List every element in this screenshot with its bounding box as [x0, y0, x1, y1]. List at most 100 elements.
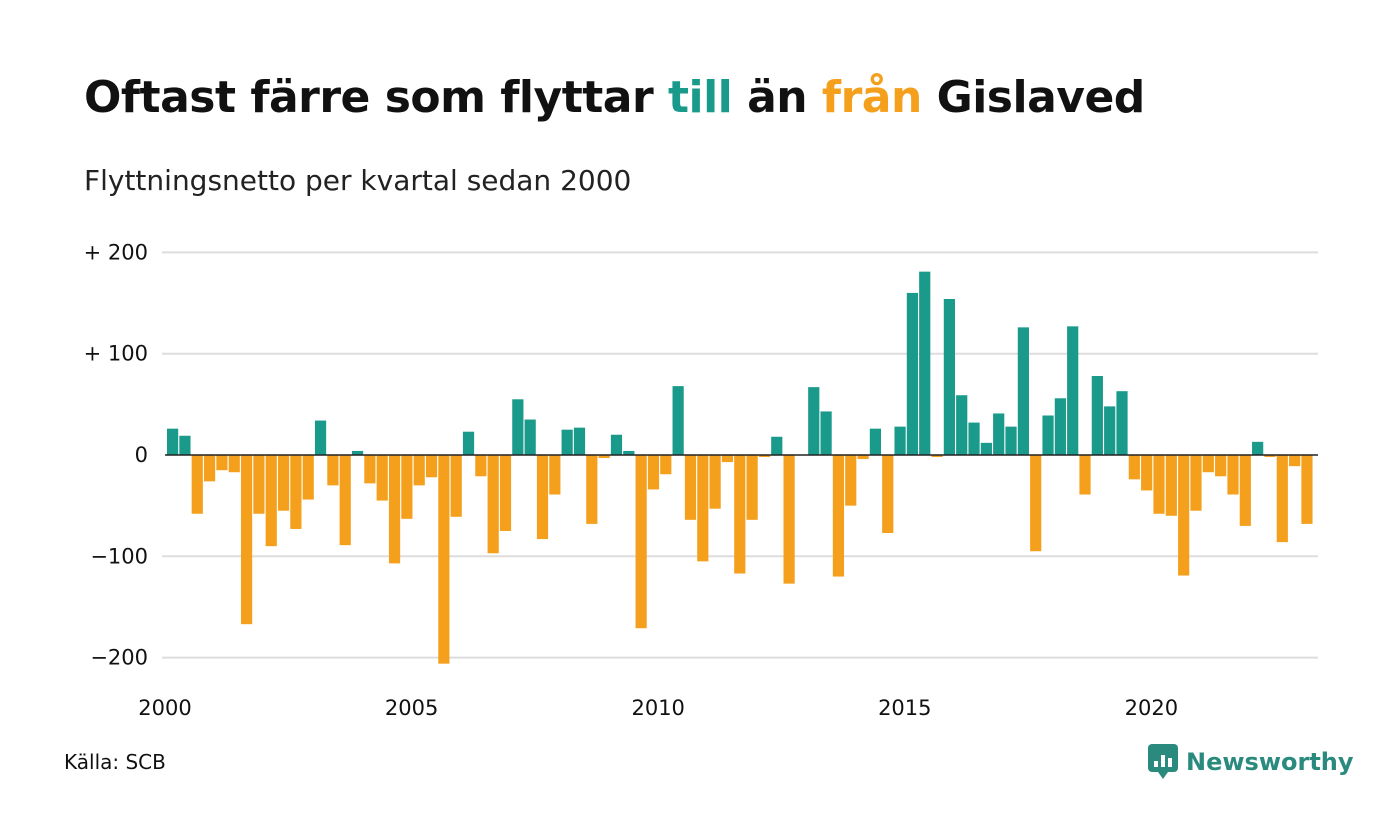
bar-2000-q4: [203, 455, 216, 482]
chart-subtitle: Flyttningsnetto per kvartal sedan 2000: [84, 164, 632, 197]
bar-2002-q3: [290, 455, 302, 529]
title-negative-word: från: [821, 72, 922, 123]
x-tick-label: 2020: [1125, 696, 1178, 720]
bar-2007-q4: [549, 455, 561, 495]
bar-2014-q4: [894, 426, 906, 455]
bar-2018-q2: [1067, 326, 1079, 455]
bar-2010-q2: [672, 386, 684, 455]
bar-2003-q4: [351, 450, 364, 455]
bar-2021-q3: [1227, 455, 1239, 495]
bar-2017-q2: [1017, 327, 1029, 455]
bar-2007-q1: [512, 399, 524, 455]
bar-2014-q2: [869, 428, 882, 455]
bar-2020-q2: [1165, 455, 1177, 516]
brand-logo: Newsworthy: [1148, 744, 1354, 780]
bar-2005-q2: [425, 455, 438, 478]
y-tick-label: −200: [90, 646, 148, 670]
bar-2004-q1: [364, 455, 376, 484]
bar-2011-q2: [721, 455, 734, 463]
x-tick-label: 2010: [631, 696, 684, 720]
bar-2000-q2: [179, 435, 191, 455]
bar-2017-q3: [1030, 455, 1042, 552]
bar-2009-q1: [610, 434, 623, 455]
bar-2017-q1: [1005, 426, 1017, 455]
bar-2001-q2: [228, 455, 240, 473]
bar-2018-q4: [1091, 375, 1103, 455]
title-part-2: än: [732, 72, 822, 123]
bar-2002-q4: [302, 455, 314, 500]
bar-2016-q2: [968, 422, 980, 455]
bar-2005-q3: [438, 455, 450, 664]
bar-2000-q3: [191, 455, 203, 514]
bar-2011-q1: [709, 455, 721, 509]
bar-2021-q4: [1239, 455, 1251, 526]
x-tick-label: 2015: [878, 696, 931, 720]
x-tick-label: 2000: [138, 696, 191, 720]
bar-2013-q2: [820, 411, 832, 455]
y-tick-label: −100: [90, 544, 148, 568]
bar-2007-q3: [536, 455, 549, 540]
bar-2015-q3: [931, 455, 943, 458]
bar-2020-q3: [1178, 455, 1190, 576]
chart-bubble-icon: [1148, 744, 1178, 779]
bar-2009-q4: [647, 455, 660, 490]
bar-2020-q4: [1190, 455, 1202, 511]
bar-2017-q4: [1042, 415, 1054, 455]
bar-2009-q3: [635, 455, 647, 629]
y-tick-label: + 200: [84, 240, 148, 264]
x-tick-label: 2005: [385, 696, 438, 720]
bar-2002-q1: [265, 455, 277, 547]
bar-2009-q2: [623, 450, 635, 455]
bar-2016-q1: [956, 395, 968, 455]
bar-2008-q1: [561, 429, 573, 455]
bar-2005-q4: [450, 455, 462, 517]
bar-2015-q1: [906, 292, 918, 455]
bar-2023-q1: [1301, 455, 1313, 524]
bar-2006-q3: [487, 455, 499, 554]
bar-2022-q3: [1276, 455, 1288, 543]
bar-2003-q3: [339, 455, 351, 546]
bar-2001-q4: [253, 455, 265, 514]
brand-name: Newsworthy: [1186, 748, 1354, 776]
bar-2014-q1: [857, 455, 869, 460]
bar-2008-q2: [573, 427, 586, 455]
bar-2010-q3: [684, 455, 697, 520]
bar-2020-q1: [1153, 455, 1165, 514]
bar-2004-q4: [401, 455, 413, 519]
title-part-1: Oftast färre som flyttar: [84, 72, 668, 123]
bar-2013-q3: [832, 455, 845, 577]
bar-2008-q3: [586, 455, 598, 524]
bar-2014-q3: [882, 455, 894, 534]
bar-2001-q1: [216, 455, 228, 471]
bar-2012-q2: [771, 436, 783, 455]
bar-2008-q4: [598, 455, 610, 459]
bar-2022-q2: [1264, 455, 1276, 458]
bar-2022-q1: [1252, 441, 1264, 455]
bar-2011-q3: [734, 455, 746, 574]
bar-2002-q2: [277, 455, 290, 511]
bar-2018-q1: [1054, 398, 1066, 455]
bar-2013-q1: [808, 387, 820, 455]
bar-2005-q1: [413, 455, 425, 486]
bar-2000-q1: [167, 428, 179, 455]
bar-2011-q4: [746, 455, 758, 520]
bar-2016-q3: [980, 442, 992, 455]
source-note: Källa: SCB: [64, 750, 166, 774]
bar-2006-q4: [499, 455, 512, 531]
bar-2006-q2: [475, 455, 487, 477]
bar-2012-q3: [783, 455, 795, 584]
bar-2001-q3: [240, 455, 253, 625]
bar-2015-q2: [919, 271, 931, 455]
bar-2019-q1: [1104, 406, 1116, 455]
bar-2012-q1: [758, 455, 771, 458]
bar-2019-q4: [1141, 455, 1153, 491]
bar-2019-q3: [1128, 455, 1140, 480]
bar-chart: + 200 + 100 0 −100 −200 2000 2005 2010 2015 2020: [84, 240, 1318, 720]
bar-2018-q3: [1079, 455, 1091, 495]
bar-2015-q4: [943, 298, 955, 455]
bar-2021-q1: [1202, 455, 1214, 473]
bar-2010-q1: [660, 455, 672, 475]
bar-2003-q2: [327, 455, 339, 486]
bar-2019-q2: [1116, 391, 1128, 455]
bar-2022-q4: [1289, 455, 1301, 467]
